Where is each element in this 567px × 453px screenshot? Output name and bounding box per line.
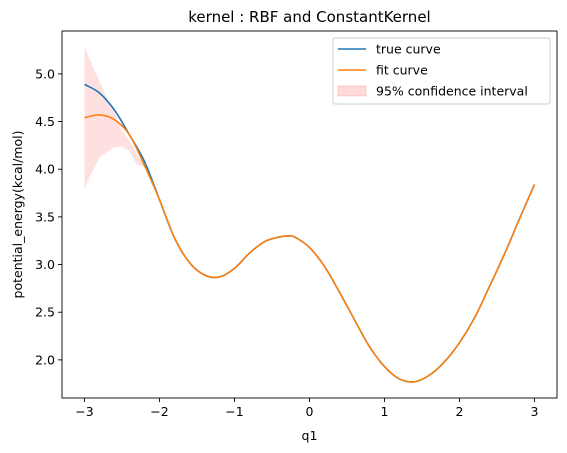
y-tick-label: 4.0 (35, 162, 55, 177)
series-group (84, 83, 536, 383)
y-tick-label: 3.5 (35, 209, 55, 224)
legend-swatch-confidence-interval (337, 85, 367, 97)
x-tick-label: 1 (381, 404, 389, 419)
y-axis-label: potential_energy(kcal/mol) (10, 131, 25, 299)
y-tick-label: 3.0 (35, 257, 55, 272)
y-tick-label: 2.0 (35, 352, 55, 367)
legend-label-confidence-interval: 95% confidence interval (376, 84, 528, 99)
chart-title: kernel : RBF and ConstantKernel (188, 8, 430, 26)
x-axis-label: q1 (302, 428, 318, 443)
x-axis-ticks: −3 −2 −1 0 1 2 3 (75, 398, 538, 419)
x-tick-label: −3 (75, 404, 93, 419)
x-tick-label: −1 (225, 404, 243, 419)
legend-box (332, 37, 551, 105)
x-tick-label: 3 (531, 404, 539, 419)
legend-label-fit-curve: fit curve (376, 63, 428, 78)
series-line-fit-curve (84, 114, 536, 383)
x-tick-label: −2 (150, 404, 168, 419)
y-tick-label: 4.5 (35, 114, 55, 129)
legend-label-true-curve: true curve (376, 42, 441, 57)
confidence-interval-band (84, 47, 160, 200)
legend: true curve fit curve 95% confidence inte… (332, 37, 551, 105)
y-tick-label: 2.5 (35, 305, 55, 320)
x-tick-label: 2 (456, 404, 464, 419)
series-line-true-curve (84, 83, 536, 383)
y-tick-label: 5.0 (35, 66, 55, 81)
x-tick-label: 0 (306, 404, 314, 419)
y-axis-ticks: 2.0 2.5 3.0 3.5 4.0 4.5 5.0 (35, 66, 62, 367)
